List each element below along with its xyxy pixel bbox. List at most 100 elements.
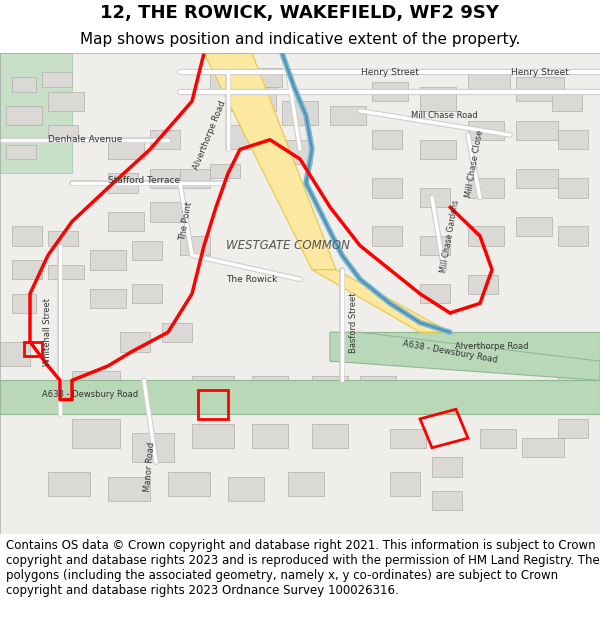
Bar — [432, 458, 462, 477]
Bar — [420, 236, 450, 255]
Text: The Rowick: The Rowick — [226, 275, 278, 284]
Bar — [150, 202, 186, 221]
Polygon shape — [0, 53, 72, 173]
Bar — [558, 371, 588, 390]
Bar — [210, 72, 240, 92]
Bar — [72, 419, 120, 447]
Bar — [48, 472, 90, 496]
Bar — [132, 241, 162, 260]
Bar — [12, 294, 36, 313]
Bar — [558, 419, 588, 438]
Text: 12, THE ROWICK, WAKEFIELD, WF2 9SY: 12, THE ROWICK, WAKEFIELD, WF2 9SY — [101, 4, 499, 22]
Bar — [390, 472, 420, 496]
Bar — [48, 92, 84, 111]
Text: Map shows position and indicative extent of the property.: Map shows position and indicative extent… — [80, 32, 520, 48]
Bar — [420, 140, 456, 159]
Bar — [72, 371, 120, 399]
Bar — [90, 289, 126, 308]
Bar — [228, 125, 264, 149]
Bar — [312, 424, 348, 448]
Text: Henry Street: Henry Street — [361, 68, 419, 77]
Bar — [210, 164, 240, 178]
Bar — [228, 87, 276, 111]
Text: Contains OS data © Crown copyright and database right 2021. This information is : Contains OS data © Crown copyright and d… — [6, 539, 600, 597]
Bar — [420, 87, 456, 111]
Bar — [150, 130, 180, 149]
Text: Mill Chase Gardens: Mill Chase Gardens — [439, 199, 461, 273]
Bar — [12, 260, 42, 279]
Text: Alverthorpe Road: Alverthorpe Road — [455, 342, 529, 351]
Text: Mill Chase Close: Mill Chase Close — [464, 129, 484, 198]
Bar — [372, 82, 408, 101]
Bar — [522, 385, 564, 409]
Bar — [192, 424, 234, 448]
Bar — [180, 169, 210, 188]
Bar — [108, 477, 150, 501]
Bar — [432, 491, 462, 510]
Bar — [108, 173, 138, 192]
Bar — [0, 342, 30, 366]
Text: Whitehall Street: Whitehall Street — [44, 298, 53, 366]
Bar — [312, 376, 348, 399]
Bar — [0, 381, 24, 399]
Bar — [48, 231, 78, 246]
Bar — [372, 130, 402, 149]
Bar — [192, 376, 234, 399]
Bar — [252, 68, 282, 87]
Bar — [390, 429, 426, 448]
Bar — [468, 226, 504, 246]
Bar — [108, 212, 144, 231]
Bar — [372, 226, 402, 246]
Bar — [48, 125, 78, 140]
Bar — [468, 121, 504, 140]
Bar — [282, 140, 312, 164]
Bar — [282, 101, 318, 125]
Text: Stafford Terrace: Stafford Terrace — [108, 176, 180, 185]
Bar — [552, 92, 582, 111]
Polygon shape — [204, 53, 336, 270]
Bar — [42, 72, 72, 87]
Bar — [522, 438, 564, 458]
Bar — [132, 284, 162, 303]
Bar — [180, 236, 210, 255]
Text: Mill Chase Road: Mill Chase Road — [410, 111, 478, 120]
Bar — [468, 178, 504, 198]
Text: A638 - Dewsbury Road: A638 - Dewsbury Road — [42, 390, 138, 399]
Bar — [132, 385, 174, 414]
Bar — [558, 178, 588, 198]
Bar — [90, 251, 126, 270]
Polygon shape — [330, 332, 600, 381]
Bar — [132, 433, 174, 462]
Bar — [360, 376, 396, 399]
Bar — [168, 472, 210, 496]
Text: Alverthorpe Road: Alverthorpe Road — [192, 99, 228, 171]
Bar — [558, 226, 588, 246]
Bar — [516, 169, 558, 188]
Bar — [228, 477, 264, 501]
Bar — [420, 284, 450, 303]
Bar — [516, 217, 552, 236]
Bar — [108, 140, 144, 159]
Bar — [420, 188, 450, 207]
Text: The Point: The Point — [178, 201, 194, 242]
Bar — [252, 376, 288, 399]
Text: WESTGATE COMMON: WESTGATE COMMON — [226, 239, 350, 252]
Bar — [558, 130, 588, 149]
Text: A638 - Dewsbury Road: A638 - Dewsbury Road — [402, 339, 498, 364]
Bar — [330, 106, 366, 125]
Text: Manor Road: Manor Road — [143, 442, 157, 493]
Text: Henry Street: Henry Street — [511, 68, 569, 77]
Bar — [120, 332, 150, 351]
Bar — [252, 424, 288, 448]
Bar — [372, 178, 402, 198]
Bar — [12, 77, 36, 92]
Bar — [516, 77, 564, 101]
Bar — [150, 169, 180, 188]
Bar — [288, 472, 324, 496]
Bar — [6, 144, 36, 159]
Bar — [480, 381, 516, 399]
Text: Denhale Avenue: Denhale Avenue — [48, 135, 122, 144]
Bar — [480, 429, 516, 448]
Bar — [12, 226, 42, 246]
Bar — [6, 106, 42, 125]
